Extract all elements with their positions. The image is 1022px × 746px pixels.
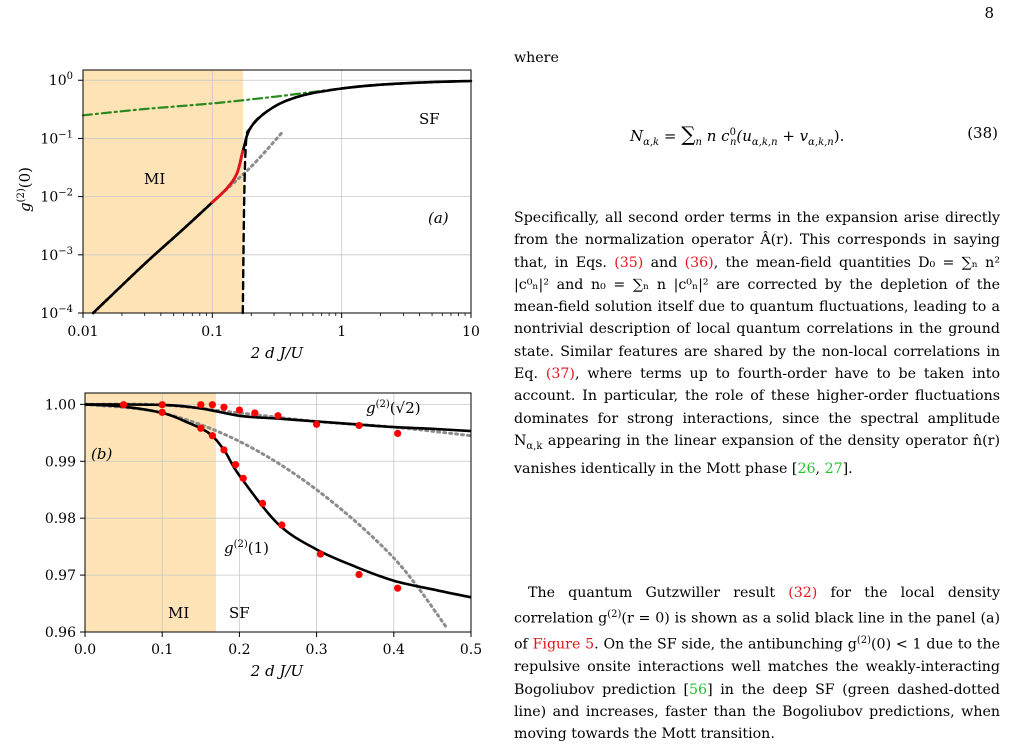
- panel-b-data-point: [208, 401, 216, 409]
- panel-b-tick-label-x: 0.5: [460, 642, 482, 658]
- panel-b-data-point: [158, 401, 166, 409]
- panel-b-tick-label-y: 0.99: [45, 454, 76, 470]
- panel-b-tick-label-y: 0.98: [45, 511, 76, 527]
- panel-b-curve-label-sqrt2: g(2)(√2): [366, 399, 421, 417]
- ref-eq-37[interactable]: (37): [545, 366, 575, 383]
- panel-b-data-point: [355, 570, 363, 579]
- paragraph-2: The quantum Gutzwiller result (32) for t…: [514, 585, 1001, 743]
- panel-b: 0.0 0.1 0.2 0.3 0.4 0.5 1.00 0.99 0.98 0.97 0.96 2…: [45, 392, 482, 680]
- panel-b-curves: [85, 401, 471, 631]
- panel-b-data-point: [231, 461, 240, 469]
- panel-b-data-point: [274, 412, 282, 420]
- panel-a: 0.01 0.1 1 10 100 10−1 10−2 10−3 10−4 g(2)(0) 2 …: [16, 69, 480, 362]
- panel-a-mi-region: [83, 70, 243, 313]
- panel-b-data-point: [197, 424, 205, 432]
- panel-b-frame: [84, 392, 472, 633]
- panel-a-ticks: 0.01 0.1 1 10 100 10−1 10−2 10−3 10−4: [40, 71, 479, 340]
- panel-a-tick-label-y: 10−2: [40, 188, 73, 206]
- panel-b-data-point: [208, 432, 216, 440]
- panel-b-tick-label-y: 0.96: [45, 625, 76, 641]
- panel-b-tick-label-x: 0.2: [228, 642, 250, 658]
- panel-b-data-point: [220, 446, 228, 454]
- panel-b-data-point: [258, 499, 267, 507]
- panel-b-tick-label-y: 1.00: [45, 397, 76, 413]
- panel-b-data-point: [316, 550, 325, 558]
- ref-eq-36[interactable]: (36): [684, 254, 714, 271]
- figure-5: 0.01 0.1 1 10 100 10−1 10−2 10−3 10−4 g(2)(0) 2 …: [16, 69, 482, 680]
- ref-cite-56[interactable]: 56: [689, 681, 708, 698]
- panel-b-data-point: [251, 409, 259, 417]
- panel-b-data-point: [355, 421, 363, 430]
- panel-a-curves: [81, 79, 473, 315]
- panel-a-label-sf: SF: [419, 110, 440, 128]
- panel-b-data-point: [158, 408, 166, 416]
- panel-a-series-dashed-black: [241, 79, 473, 315]
- ref-eq-35[interactable]: (35): [614, 254, 644, 271]
- ref-eq-32[interactable]: (32): [788, 585, 818, 601]
- ref-cite-26[interactable]: 26: [797, 461, 816, 478]
- panel-b-data-point: [313, 420, 321, 428]
- page-number: 8: [984, 4, 994, 22]
- panel-a-label-mi: MI: [144, 170, 165, 188]
- panel-b-label-sf: SF: [229, 604, 250, 622]
- panel-b-mi-region: [85, 393, 216, 632]
- panel-b-x-axis-label: 2 d J/U: [250, 662, 305, 680]
- panel-a-tick-label-y: 100: [49, 71, 73, 89]
- panel-a-tick-label-x: 10: [462, 324, 480, 340]
- where-text: where: [514, 50, 559, 66]
- panel-b-series-solid-black: [85, 403, 471, 433]
- panel-b-data-point: [220, 403, 228, 411]
- panel-b-data-point: [197, 401, 205, 409]
- panel-b-data-point: [278, 521, 286, 529]
- paragraph-1: Specifically, all second order terms in …: [514, 210, 1001, 478]
- panel-a-series-solid-red: [210, 149, 245, 204]
- panel-b-label-mi: MI: [168, 604, 189, 622]
- panel-a-tick-label-x: 0.1: [201, 324, 223, 340]
- panel-a-y-axis-label: g(2)(0): [16, 167, 34, 212]
- panel-a-tick-label-y: 10−3: [40, 246, 73, 264]
- panel-b-tick-label-x: 0.1: [151, 642, 173, 658]
- panel-b-data-point: [239, 474, 247, 482]
- ref-cite-27[interactable]: 27: [824, 461, 843, 478]
- panel-a-tag: (a): [428, 209, 449, 227]
- panel-b-tick-label-x: 0.0: [74, 642, 96, 658]
- panel-b-tick-label-x: 0.4: [383, 642, 405, 658]
- panel-b-data-point: [394, 584, 402, 592]
- ref-figure-5[interactable]: Figure 5: [532, 637, 595, 654]
- panel-b-tick-label-x: 0.3: [305, 642, 327, 658]
- panel-b-data-point: [120, 401, 128, 409]
- panel-a-x-axis-label: 2 d J/U: [250, 344, 305, 362]
- panel-b-ticks: 0.0 0.1 0.2 0.3 0.4 0.5 1.00 0.99 0.98 0.97 0.96: [45, 397, 482, 658]
- equation-number: (38): [967, 124, 998, 142]
- panel-b-curve-label-1: g(2)(1): [224, 539, 269, 557]
- panel-b-data-point: [235, 406, 243, 414]
- panel-a-tick-label-x: 1: [337, 324, 346, 340]
- panel-b-data-point: [394, 429, 402, 438]
- panel-b-tick-label-y: 0.97: [45, 568, 76, 584]
- panel-a-tick-label-y: 10−1: [40, 129, 73, 147]
- panel-a-tick-label-y: 10−4: [40, 304, 73, 322]
- panel-a-frame: [82, 69, 472, 314]
- equation-38: Nα,k = ∑n n c0n(uα,k,n + vα,k,n). (38): [514, 112, 1000, 162]
- panel-a-tick-label-x: 0.01: [67, 324, 98, 340]
- panel-b-tag: (b): [91, 445, 112, 463]
- equation-body: Nα,k = ∑n n c0n(uα,k,n + vα,k,n).: [630, 122, 845, 148]
